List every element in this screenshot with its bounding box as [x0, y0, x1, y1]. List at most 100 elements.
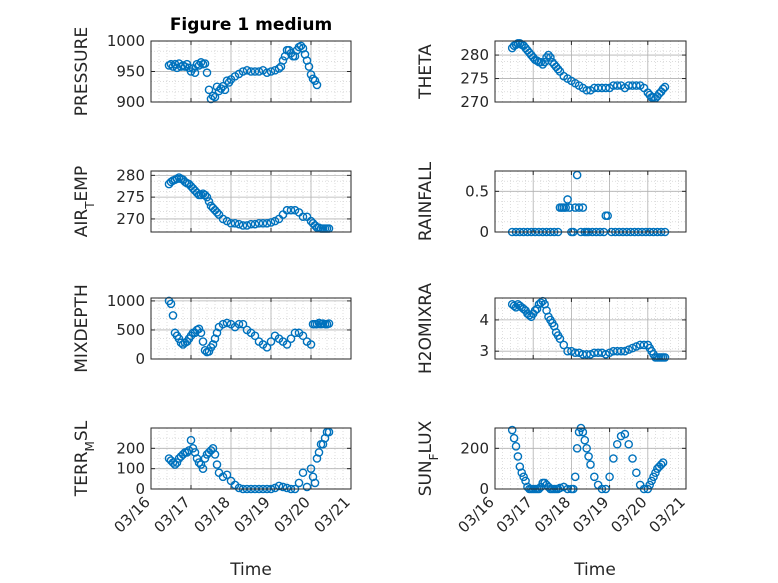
data-point	[605, 472, 614, 482]
data-point	[222, 76, 232, 85]
data-point	[513, 452, 523, 461]
data-point	[266, 67, 276, 76]
data-point	[210, 450, 220, 459]
data-point	[628, 454, 637, 463]
data-point	[226, 218, 236, 228]
data-point	[517, 468, 527, 478]
y-tick-label: 900	[116, 93, 145, 111]
y-axis-label: PRESSURE	[72, 27, 92, 116]
data-point	[242, 221, 252, 230]
data-point	[278, 482, 288, 492]
data-point	[166, 59, 176, 69]
data-point	[278, 56, 288, 65]
data-point	[254, 67, 264, 76]
data-point	[601, 83, 611, 93]
y-axis-label: THETA	[416, 44, 436, 100]
y-axis-label: SUNFLUX	[416, 420, 441, 496]
data-point	[612, 81, 622, 90]
data-point	[222, 318, 232, 328]
data-point	[282, 483, 292, 493]
data-point	[172, 458, 182, 467]
y-tick-label: 280	[116, 166, 145, 184]
data-point	[166, 299, 176, 309]
y-tick-label: 1000	[107, 292, 145, 310]
data-point	[220, 85, 230, 95]
data-point	[246, 219, 256, 229]
axes-4: 0 0.5 RAINFALL	[416, 161, 687, 241]
data-point	[282, 340, 292, 349]
data-point	[586, 350, 595, 359]
y-tick-label: 280	[460, 46, 489, 64]
data-point	[605, 348, 614, 358]
axes-frame	[150, 170, 352, 233]
y-tick-label: 950	[116, 63, 145, 81]
data-point	[234, 483, 244, 493]
data-point	[286, 334, 296, 343]
data-point	[194, 458, 204, 467]
data-point	[624, 439, 634, 449]
y-axis-label: MIXDEPTH	[72, 284, 92, 373]
data-point	[216, 84, 226, 93]
y-tick-label: 200	[460, 439, 489, 457]
data-point	[584, 452, 593, 461]
data-point	[632, 468, 641, 478]
data-point	[511, 441, 521, 451]
data-point	[593, 348, 603, 358]
y-tick-label: 1000	[107, 32, 145, 50]
data-point	[509, 433, 519, 443]
data-point	[574, 203, 584, 212]
data-point	[632, 81, 641, 90]
data-point	[188, 444, 198, 453]
data-point	[586, 460, 595, 469]
y-tick-label: 0	[135, 350, 145, 368]
data-point	[559, 340, 569, 350]
data-point	[530, 306, 540, 315]
data-point	[230, 218, 240, 228]
data-point	[234, 219, 244, 229]
data-point	[574, 348, 584, 358]
y-tick-label: 4	[479, 311, 489, 329]
data-point	[324, 319, 334, 328]
data-point	[266, 218, 276, 227]
data-point	[616, 346, 626, 356]
data-point	[196, 328, 206, 338]
data-point	[262, 343, 272, 352]
data-point	[612, 439, 622, 449]
data-point	[538, 60, 548, 69]
data-point	[563, 195, 572, 204]
data-point	[238, 221, 248, 230]
data-point	[198, 464, 208, 473]
data-point	[310, 478, 320, 488]
data-point	[565, 203, 574, 212]
data-point	[168, 311, 178, 320]
y-tick-label: 270	[460, 93, 489, 111]
axes-frame	[494, 40, 687, 103]
data-point	[204, 197, 214, 206]
data-point	[202, 192, 212, 202]
data-point	[542, 53, 551, 62]
data-point	[218, 319, 228, 329]
y-axis-label: AIRTEMP	[72, 166, 97, 237]
axes-1: 900 950 1000 PRESSURE	[72, 27, 352, 116]
data-point	[168, 458, 178, 467]
axes-5: 0 500 1000 MIXDEPTH	[72, 284, 352, 373]
data-point	[306, 340, 316, 349]
data-point	[532, 304, 542, 314]
data-point	[274, 64, 284, 73]
data-point	[312, 80, 322, 90]
y-tick-label: 270	[116, 210, 145, 228]
data-point	[306, 464, 316, 473]
data-point	[536, 298, 546, 307]
data-point	[202, 68, 212, 78]
data-point	[238, 319, 248, 329]
data-point	[308, 74, 318, 84]
data-point	[270, 65, 280, 75]
data-point	[200, 190, 210, 200]
axes-6: 3 4 H2OMIXRA	[416, 283, 687, 374]
data-point	[582, 350, 591, 359]
y-tick-label: 0	[479, 480, 489, 498]
data-point	[212, 82, 222, 92]
data-point	[298, 331, 308, 341]
data-point	[649, 472, 658, 482]
data-point	[624, 345, 634, 354]
